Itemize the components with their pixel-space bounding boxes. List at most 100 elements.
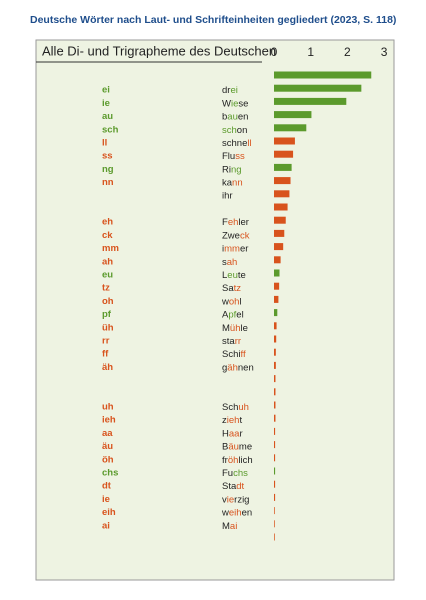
bar [274, 71, 372, 79]
word-part: au [227, 111, 238, 122]
bar [274, 243, 284, 251]
grapheme-label: au [102, 111, 113, 122]
grapheme-label: mm [102, 243, 119, 254]
grapheme-label: aa [102, 428, 113, 439]
example-word: kann [222, 177, 243, 188]
word-part: A [222, 309, 229, 320]
grapheme-label: üh [102, 322, 114, 333]
grapheme-label: ss [102, 151, 113, 162]
bar [274, 427, 276, 435]
x-tick-label: 0 [271, 45, 278, 59]
word-part: w [221, 296, 229, 307]
word-part: el [236, 309, 243, 320]
word-part: aa [229, 428, 240, 439]
word-part: ss [235, 151, 245, 162]
grapheme-label: dt [102, 481, 112, 492]
word-part: ai [230, 520, 237, 531]
grapheme-label: ff [102, 349, 109, 360]
bar [274, 322, 277, 330]
word-part: Fu [222, 468, 233, 479]
word-part: äh [227, 362, 238, 373]
example-word: Stadt [222, 481, 245, 492]
example-word: starr [222, 336, 241, 347]
bar [274, 177, 291, 185]
word-part: Sa [222, 283, 234, 294]
grapheme-label: ll [102, 138, 107, 149]
word-part: z [222, 415, 227, 426]
word-part: schne [222, 138, 247, 149]
grapheme-label: ai [102, 520, 110, 531]
word-part: ei [230, 85, 237, 96]
bar [274, 282, 280, 290]
word-part: l [239, 296, 241, 307]
example-word: Mühle [222, 322, 248, 333]
example-word: weihen [221, 507, 252, 518]
example-word: immer [222, 243, 248, 254]
bar [274, 467, 276, 475]
bar [274, 520, 275, 528]
bar [274, 84, 362, 92]
example-word: Haar [222, 428, 243, 439]
word-part: sch [222, 124, 237, 135]
example-word: Satz [222, 283, 241, 294]
bar [274, 348, 276, 356]
bar [274, 480, 276, 488]
bar [274, 97, 347, 105]
word-part: F [222, 217, 228, 228]
grapheme-label: ie [102, 494, 110, 505]
example-word: drei [222, 85, 238, 96]
grapheme-label: ah [102, 256, 113, 267]
word-part: er [240, 243, 248, 254]
grapheme-label: ck [102, 230, 113, 241]
bar [274, 454, 276, 462]
word-part: tz [234, 283, 242, 294]
word-part: dr [222, 85, 230, 96]
bar [274, 388, 276, 396]
bar [274, 203, 288, 211]
word-part: ng [231, 164, 242, 175]
grapheme-label: ng [102, 164, 114, 175]
example-word: Mai [222, 520, 237, 531]
word-part: ie [231, 98, 238, 109]
word-part: M [222, 322, 230, 333]
example-word: fröhlich [222, 454, 253, 465]
example-word: Apfel [222, 309, 244, 320]
word-part: me [239, 441, 252, 452]
grapheme-label: äh [102, 362, 113, 373]
panel [35, 39, 395, 581]
word-part: w [221, 507, 229, 518]
word-part: oh [229, 296, 240, 307]
chart-title: Deutsche Wörter nach Laut- und Schriftei… [30, 14, 396, 26]
grapheme-label: eu [102, 270, 113, 281]
word-part: H [222, 428, 229, 439]
grapheme-label: pf [102, 309, 112, 320]
example-word: Wiese [222, 98, 248, 109]
word-part: ler [238, 217, 249, 228]
bar [274, 137, 295, 145]
grapheme-label: eih [102, 507, 116, 518]
word-part: en [242, 507, 253, 518]
word-part: te [238, 270, 246, 281]
bar [274, 256, 281, 264]
grapheme-label: sch [102, 124, 119, 135]
word-part: rzig [234, 494, 249, 505]
example-word: schnell [222, 138, 252, 149]
word-part: ka [222, 177, 233, 188]
bar [274, 163, 292, 171]
example-word: Zweck [222, 230, 250, 241]
example-word: bauen [222, 111, 248, 122]
bar [274, 375, 276, 383]
grapheme-label: nn [102, 177, 114, 188]
word-part: ff [240, 349, 245, 360]
chart-subtitle: Alle Di- und Trigrapheme des Deutschen [42, 43, 276, 58]
word-part: rr [235, 336, 241, 347]
example-word: Schuh [222, 402, 249, 413]
grapheme-label: rr [102, 336, 110, 347]
word-part: sta [222, 336, 235, 347]
word-part: öh [228, 454, 239, 465]
word-part: ieh [227, 415, 240, 426]
word-part: en [238, 111, 249, 122]
word-part: äu [228, 441, 239, 452]
example-word: gähnen [222, 362, 254, 373]
word-part: le [241, 322, 248, 333]
